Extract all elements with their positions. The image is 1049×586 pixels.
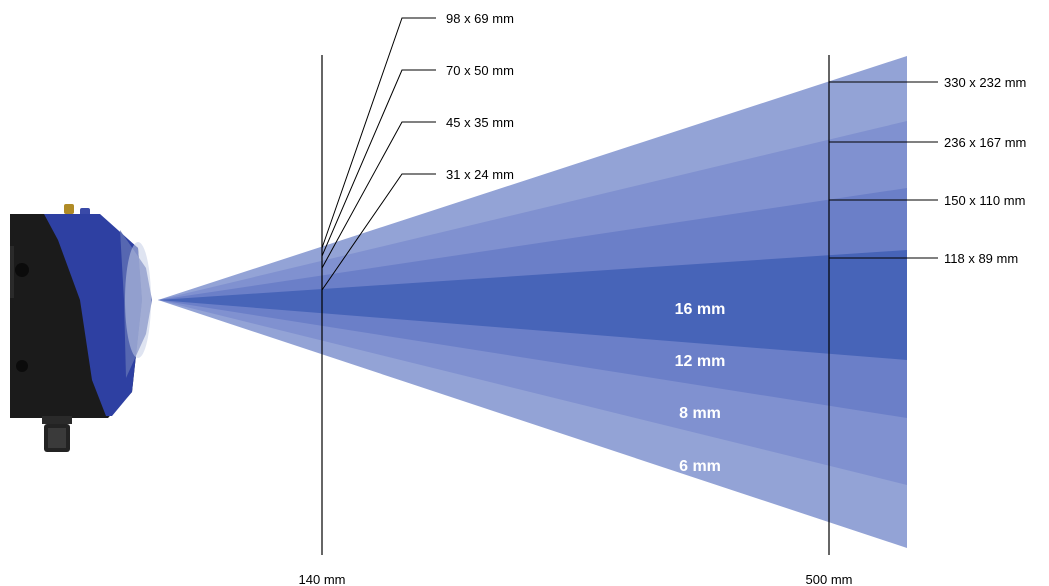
lens-label-16mm: 16 mm	[675, 301, 726, 318]
beam-16mm	[158, 250, 907, 360]
distance-label-far: 500 mm	[806, 572, 853, 586]
fov-far-8mm: 236 x 167 mm	[944, 135, 1026, 150]
far-leaders	[829, 81, 938, 259]
lens-label-12mm: 12 mm	[675, 353, 726, 370]
lens-label-8mm: 8 mm	[679, 405, 721, 422]
fov-near-16mm: 31 x 24 mm	[446, 167, 514, 182]
fov-far-12mm: 150 x 110 mm	[944, 193, 1025, 208]
fov-far-6mm: 330 x 232 mm	[944, 75, 1026, 90]
near-leaders	[321, 17, 436, 291]
fov-near-12mm: 45 x 35 mm	[446, 115, 514, 130]
vision-sensor-camera-icon	[10, 204, 152, 452]
fov-near-6mm: 98 x 69 mm	[446, 11, 514, 26]
fov-far-16mm: 118 x 89 mm	[944, 251, 1018, 266]
fov-near-8mm: 70 x 50 mm	[446, 63, 514, 78]
lens-label-6mm: 6 mm	[679, 458, 721, 475]
distance-label-near: 140 mm	[299, 572, 346, 586]
